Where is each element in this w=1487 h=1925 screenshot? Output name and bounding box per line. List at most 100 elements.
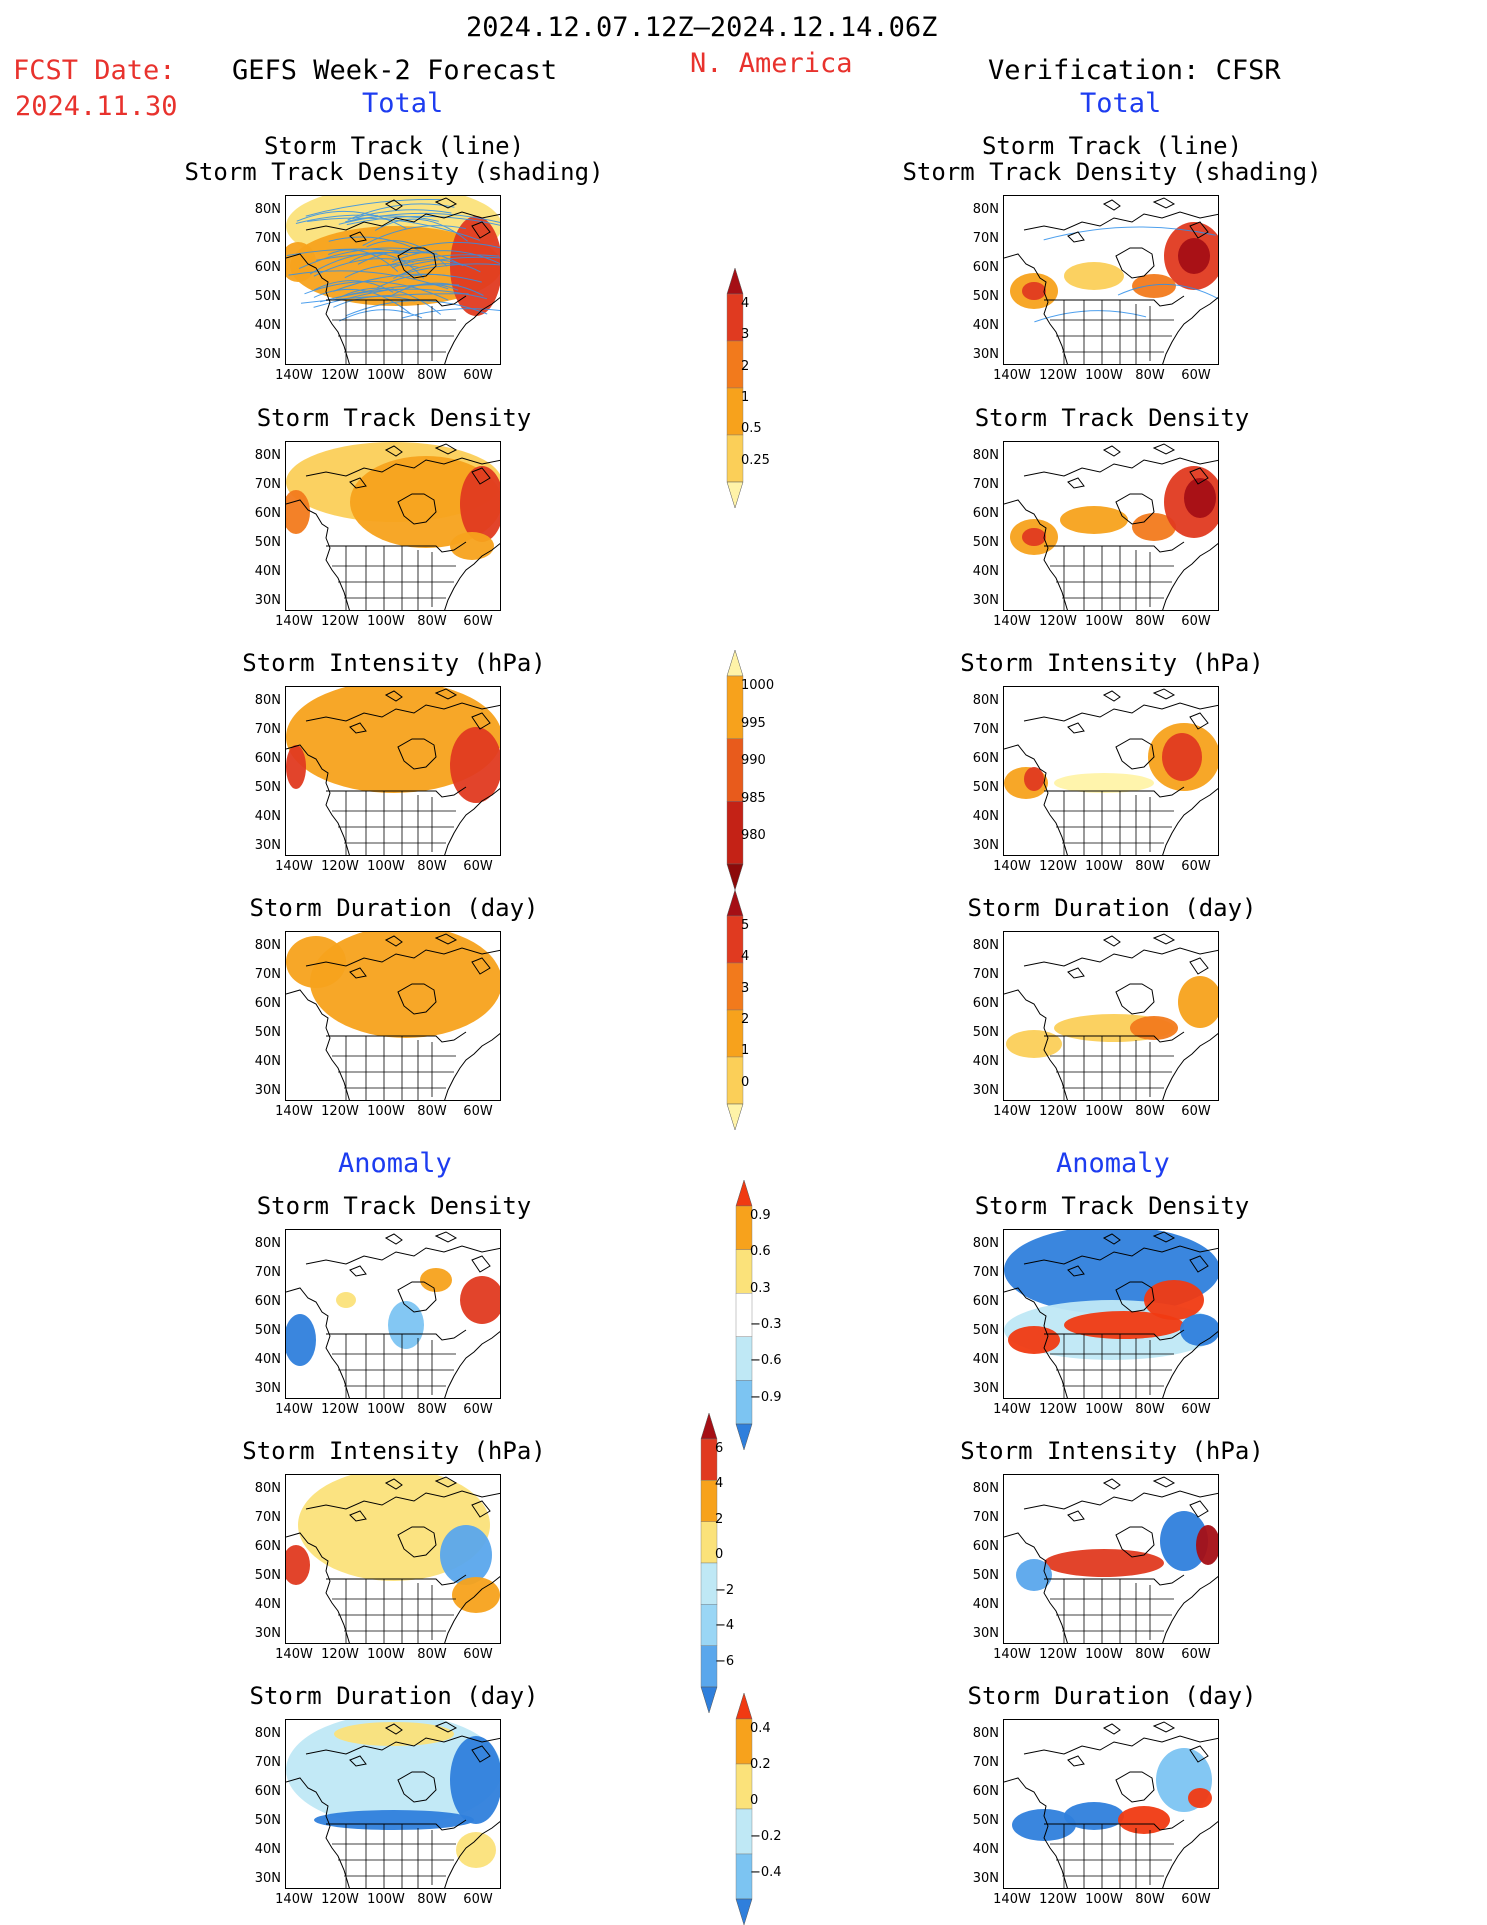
lon-tick-label: 100W (367, 1647, 405, 1662)
left-total-label: Total (362, 88, 444, 119)
colorbar-label: −6 (715, 1653, 735, 1669)
lon-tick-label: 140W (275, 1647, 313, 1662)
lat-tick-label: 70N (254, 1510, 281, 1525)
lon-tick-label: 80W (1135, 1402, 1165, 1417)
colorbar-label: −0.9 (750, 1389, 782, 1405)
lon-tick-label: 140W (993, 1402, 1031, 1417)
colorbar-label: −0.3 (750, 1317, 782, 1332)
lon-tick-label: 80W (1135, 614, 1165, 629)
lon-tick-label: 80W (417, 614, 447, 629)
lat-tick-label: 40N (254, 1597, 281, 1612)
colorbar-3 (726, 890, 744, 1130)
lon-tick-label: 80W (417, 1104, 447, 1119)
lat-tick-label: 70N (254, 722, 281, 737)
lat-tick-label: 50N (254, 1323, 281, 1338)
left-title-row6: Storm Intensity (hPa) (242, 1437, 546, 1465)
colorbar-label: 3 (741, 327, 750, 343)
colorbar-2 (726, 650, 744, 890)
colorbar-label: 4 (741, 949, 750, 965)
colorbar-label: −0.2 (750, 1829, 782, 1844)
lat-tick-label: 40N (254, 809, 281, 824)
lon-tick-label: 140W (275, 859, 313, 874)
lon-tick-label: 80W (417, 1647, 447, 1662)
lat-tick-label: 30N (254, 1626, 281, 1641)
lon-tick-label: 60W (463, 1104, 493, 1119)
lon-tick-label: 120W (1039, 1647, 1077, 1662)
lon-tick-label: 140W (275, 1892, 313, 1907)
lon-tick-label: 100W (367, 859, 405, 874)
lat-tick-label: 70N (254, 477, 281, 492)
right-title-row1-line1: Storm Track (line) (981, 132, 1243, 160)
lat-tick-label: 40N (254, 1842, 281, 1857)
lat-tick-label: 60N (254, 996, 281, 1011)
left-title-row1-line1: Storm Track (line) (263, 132, 525, 160)
colorbar-label: 0.6 (750, 1244, 771, 1260)
lat-tick-label: 80N (254, 1481, 281, 1496)
lon-tick-label: 120W (321, 1104, 359, 1119)
verification-map-row1 (1003, 195, 1219, 365)
lat-tick-label: 40N (972, 564, 999, 579)
verification-map-row6 (1003, 1474, 1219, 1644)
lon-tick-label: 120W (321, 368, 359, 383)
lon-tick-label: 80W (417, 1402, 447, 1417)
lat-tick-label: 40N (972, 1842, 999, 1857)
right-title-row4: Storm Duration (day) (967, 894, 1257, 922)
lon-tick-label: 80W (1135, 1104, 1165, 1119)
lat-tick-label: 40N (972, 809, 999, 824)
colorbar-label: 985 (741, 790, 766, 806)
lat-tick-label: 60N (972, 260, 999, 275)
lon-tick-label: 140W (993, 368, 1031, 383)
lat-tick-label: 40N (972, 318, 999, 333)
colorbar-6 (735, 1693, 753, 1925)
colorbar-label: 3 (741, 980, 750, 996)
lat-tick-label: 30N (254, 593, 281, 608)
colorbar-label: 0.2 (750, 1757, 771, 1772)
colorbar-label: 0 (741, 1074, 750, 1090)
lat-tick-label: 70N (972, 722, 999, 737)
colorbar-label: 995 (741, 715, 766, 731)
lat-tick-label: 30N (254, 1381, 281, 1396)
region-label: N. America (690, 48, 853, 79)
lat-tick-label: 80N (972, 938, 999, 953)
right-title-row7: Storm Duration (day) (967, 1682, 1257, 1710)
lon-tick-label: 80W (417, 368, 447, 383)
colorbar-label: −2 (715, 1582, 735, 1598)
left-title-row2: Storm Track Density (256, 404, 532, 432)
lon-tick-label: 120W (1039, 614, 1077, 629)
lon-tick-label: 100W (367, 1892, 405, 1907)
lat-tick-label: 30N (972, 1083, 999, 1098)
colorbar-label: 0.3 (750, 1280, 771, 1296)
lat-tick-label: 70N (972, 1755, 999, 1770)
colorbar-label: 0.4 (750, 1721, 771, 1736)
lon-tick-label: 60W (1181, 859, 1211, 874)
lon-tick-label: 60W (1181, 1104, 1211, 1119)
forecast-period: 2024.12.07.12Z–2024.12.14.06Z (466, 12, 938, 43)
colorbar-label: 1 (741, 1043, 750, 1059)
lon-tick-label: 120W (1039, 1402, 1077, 1417)
lat-tick-label: 60N (972, 506, 999, 521)
forecast-map-row2 (285, 441, 501, 611)
lon-tick-label: 120W (1039, 1104, 1077, 1119)
lon-tick-label: 140W (993, 1104, 1031, 1119)
lat-tick-label: 60N (972, 996, 999, 1011)
lon-tick-label: 120W (321, 614, 359, 629)
lat-tick-label: 50N (972, 1025, 999, 1040)
lon-tick-label: 140W (993, 859, 1031, 874)
lon-tick-label: 140W (275, 1104, 313, 1119)
lon-tick-label: 60W (463, 368, 493, 383)
lat-tick-label: 50N (972, 780, 999, 795)
left-anomaly-label: Anomaly (338, 1148, 452, 1179)
lon-tick-label: 60W (1181, 614, 1211, 629)
forecast-map-row5 (285, 1229, 501, 1399)
lon-tick-label: 80W (1135, 1647, 1165, 1662)
colorbar-label: 4 (741, 296, 750, 311)
lon-tick-label: 100W (367, 614, 405, 629)
lon-tick-label: 100W (1085, 1647, 1123, 1662)
lat-tick-label: 60N (254, 1784, 281, 1799)
forecast-map-row7 (285, 1719, 501, 1889)
lon-tick-label: 120W (1039, 1892, 1077, 1907)
lat-tick-label: 60N (254, 751, 281, 766)
lon-tick-label: 100W (1085, 1402, 1123, 1417)
colorbar-label: −4 (715, 1618, 735, 1634)
lat-tick-label: 40N (972, 1352, 999, 1367)
